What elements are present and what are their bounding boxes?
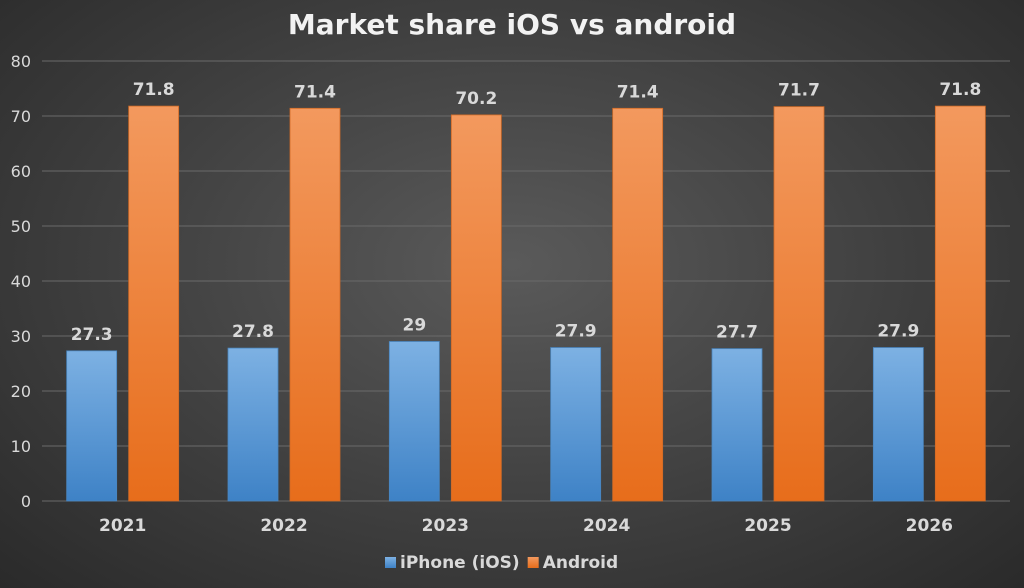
data-label: 71.7 — [778, 81, 820, 101]
x-tick-label: 2021 — [99, 516, 146, 536]
data-label: 71.8 — [939, 80, 981, 100]
data-label: 27.7 — [716, 323, 758, 343]
data-label: 27.3 — [71, 325, 113, 345]
data-label: 71.4 — [617, 82, 659, 102]
x-tick-label: 2024 — [583, 516, 630, 536]
bar-android — [934, 105, 986, 502]
bar-android — [773, 106, 825, 502]
bar-ios — [711, 348, 763, 502]
y-tick-label: 0 — [21, 492, 31, 511]
data-label: 71.8 — [133, 80, 175, 100]
y-tick-label: 80 — [11, 52, 31, 71]
x-axis-ticks: 2021 2022 2023 2024 2025 2026 — [99, 516, 953, 536]
legend-item-ios: iPhone (iOS) — [385, 553, 520, 573]
y-tick-label: 70 — [11, 107, 31, 126]
gridlines — [42, 60, 1010, 502]
y-tick-label: 40 — [11, 272, 31, 291]
x-tick-label: 2023 — [422, 516, 469, 536]
bar-android — [128, 105, 180, 502]
y-tick-label: 10 — [11, 437, 31, 456]
legend: iPhone (iOS) Android — [385, 553, 618, 573]
legend-swatch — [527, 557, 539, 568]
data-label: 27.8 — [232, 322, 274, 342]
legend-label: iPhone (iOS) — [400, 553, 520, 573]
bar-ios — [66, 350, 118, 502]
bars — [66, 105, 986, 502]
x-tick-label: 2022 — [260, 516, 307, 536]
data-label: 29 — [402, 316, 426, 336]
y-tick-label: 60 — [11, 162, 31, 181]
legend-item-android: Android — [527, 553, 619, 573]
data-labels: 27.3 71.8 27.8 71.4 29 70.2 27.9 71.4 27.7 71.7 27… — [71, 80, 982, 345]
chart-title: Market share iOS vs android — [288, 8, 736, 41]
data-label: 70.2 — [455, 89, 497, 109]
data-label: 27.9 — [555, 322, 597, 342]
legend-label: Android — [543, 553, 619, 573]
bar-android — [450, 114, 502, 502]
bar-android — [289, 107, 341, 502]
y-tick-label: 30 — [11, 327, 31, 346]
y-tick-label: 20 — [11, 382, 31, 401]
x-tick-label: 2025 — [744, 516, 791, 536]
y-tick-label: 50 — [11, 217, 31, 236]
bar-ios — [227, 347, 279, 502]
data-label: 71.4 — [294, 82, 336, 102]
bar-android — [612, 107, 664, 502]
y-axis-ticks: 0 10 20 30 40 50 60 70 80 — [11, 52, 31, 511]
legend-swatch — [385, 557, 396, 568]
data-label: 27.9 — [877, 322, 919, 342]
bar-ios — [550, 347, 602, 502]
bar-ios — [388, 341, 440, 502]
bar-ios — [872, 347, 924, 502]
x-tick-label: 2026 — [906, 516, 953, 536]
